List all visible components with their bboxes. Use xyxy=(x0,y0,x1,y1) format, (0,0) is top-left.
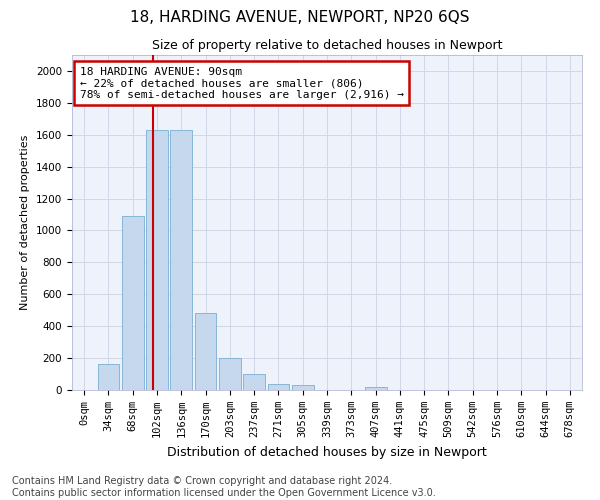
Bar xyxy=(243,374,265,390)
Text: 18, HARDING AVENUE, NEWPORT, NP20 6QS: 18, HARDING AVENUE, NEWPORT, NP20 6QS xyxy=(130,10,470,25)
Text: Contains HM Land Registry data © Crown copyright and database right 2024.
Contai: Contains HM Land Registry data © Crown c… xyxy=(12,476,436,498)
Bar xyxy=(170,130,192,390)
Bar xyxy=(97,364,119,390)
Y-axis label: Number of detached properties: Number of detached properties xyxy=(20,135,31,310)
Bar xyxy=(292,385,314,390)
Bar xyxy=(146,130,168,390)
Bar xyxy=(122,216,143,390)
Text: 18 HARDING AVENUE: 90sqm
← 22% of detached houses are smaller (806)
78% of semi-: 18 HARDING AVENUE: 90sqm ← 22% of detach… xyxy=(80,66,404,100)
Bar xyxy=(268,384,289,390)
X-axis label: Distribution of detached houses by size in Newport: Distribution of detached houses by size … xyxy=(167,446,487,458)
Bar xyxy=(194,314,217,390)
Bar xyxy=(219,358,241,390)
Title: Size of property relative to detached houses in Newport: Size of property relative to detached ho… xyxy=(152,40,502,52)
Bar xyxy=(365,387,386,390)
